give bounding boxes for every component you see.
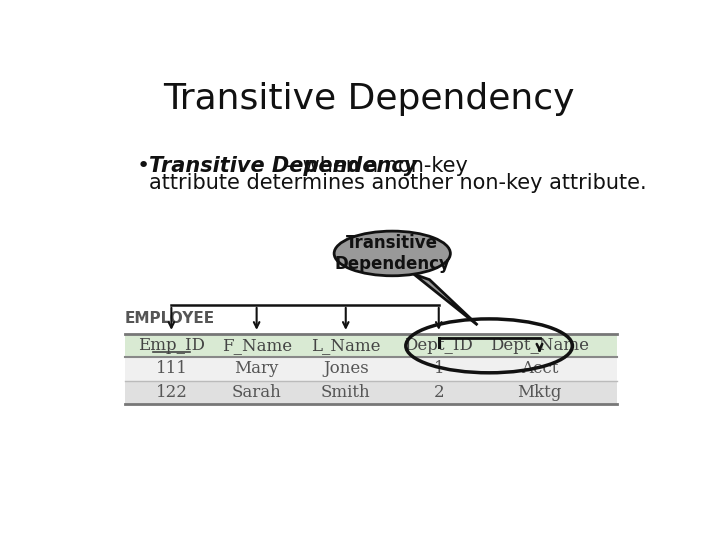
- Text: Emp_ID: Emp_ID: [138, 338, 205, 354]
- Text: 111: 111: [156, 361, 187, 377]
- Text: 2: 2: [433, 383, 444, 401]
- FancyBboxPatch shape: [125, 381, 617, 403]
- Text: – when a non-key: – when a non-key: [279, 156, 468, 176]
- Text: EMPLOYEE: EMPLOYEE: [125, 312, 215, 326]
- Text: Dept_Name: Dept_Name: [490, 338, 589, 354]
- Text: Transitive Dependency: Transitive Dependency: [149, 156, 418, 176]
- Text: Dept_ID: Dept_ID: [405, 338, 473, 354]
- Polygon shape: [414, 274, 477, 325]
- Text: 122: 122: [156, 383, 187, 401]
- Text: Smith: Smith: [321, 383, 371, 401]
- Text: Acct: Acct: [521, 361, 558, 377]
- Ellipse shape: [334, 231, 451, 276]
- Text: Transitive Dependency: Transitive Dependency: [163, 83, 575, 117]
- Text: Transitive
Dependency: Transitive Dependency: [334, 234, 450, 273]
- Text: Jones: Jones: [323, 361, 369, 377]
- FancyBboxPatch shape: [125, 334, 617, 357]
- Text: attribute determines another non-key attribute.: attribute determines another non-key att…: [149, 173, 647, 193]
- Text: •: •: [137, 156, 150, 176]
- Text: Mary: Mary: [235, 361, 279, 377]
- FancyBboxPatch shape: [125, 357, 617, 381]
- Text: Sarah: Sarah: [232, 383, 282, 401]
- Text: 1: 1: [433, 361, 444, 377]
- Text: L_Name: L_Name: [311, 338, 380, 354]
- Text: F_Name: F_Name: [222, 338, 292, 354]
- Text: Mktg: Mktg: [517, 383, 562, 401]
